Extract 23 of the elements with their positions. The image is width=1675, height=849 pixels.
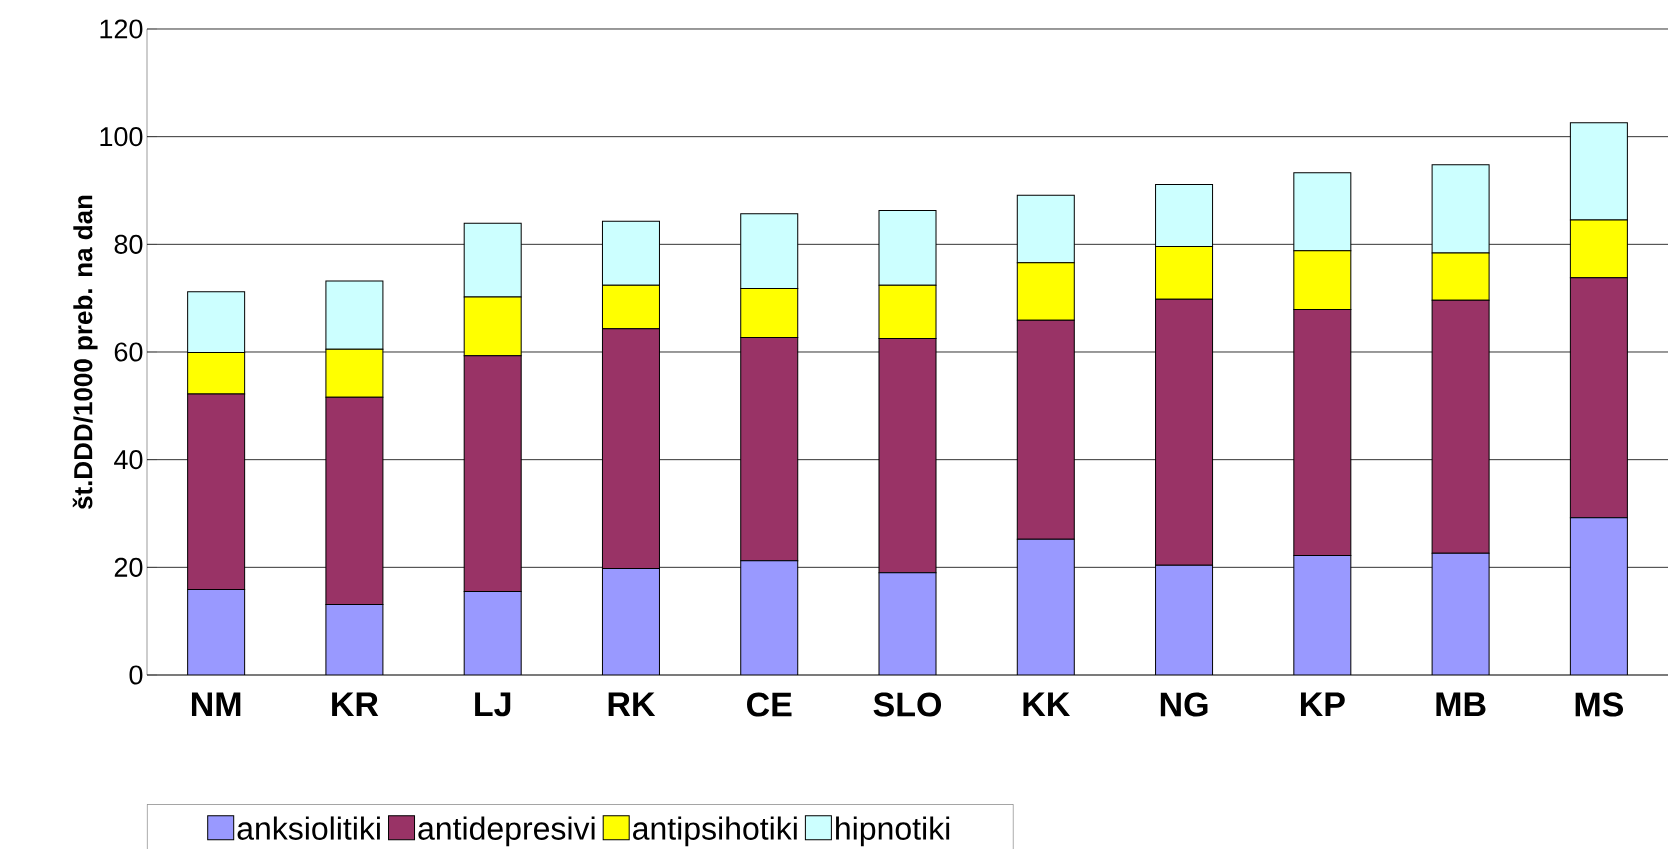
x-tick-label: SLO xyxy=(873,692,942,717)
legend-label: antipsihotiki xyxy=(633,816,797,847)
y-tick-label: 60 xyxy=(114,342,143,362)
y-axis-title: št.DDD/1000 preb. na dan xyxy=(72,195,98,510)
y-tick-label: 40 xyxy=(114,450,143,470)
x-tick-label: KP xyxy=(1300,692,1345,716)
x-tick-label: MS xyxy=(1575,692,1624,717)
legend-label: anksiolitiki xyxy=(237,816,380,840)
y-tick-label: 80 xyxy=(114,234,143,254)
y-tick-label: 120 xyxy=(100,19,143,39)
legend-label: hipnotiki xyxy=(836,816,950,847)
x-tick-label: NG xyxy=(1160,692,1208,717)
x-tick-label: LJ xyxy=(475,692,511,717)
x-tick-label: MB xyxy=(1436,692,1486,716)
x-tick-label: KR xyxy=(332,692,379,716)
x-tick-label: KK xyxy=(1023,692,1071,716)
y-tick-label: 20 xyxy=(114,557,143,577)
y-tick-label: 0 xyxy=(129,665,143,685)
legend-label: antidepresivi xyxy=(418,816,595,847)
x-tick-label: CE xyxy=(747,692,792,717)
y-tick-label: 100 xyxy=(100,127,143,147)
x-tick-label: RK xyxy=(608,692,656,716)
x-tick-label: NM xyxy=(191,692,241,716)
